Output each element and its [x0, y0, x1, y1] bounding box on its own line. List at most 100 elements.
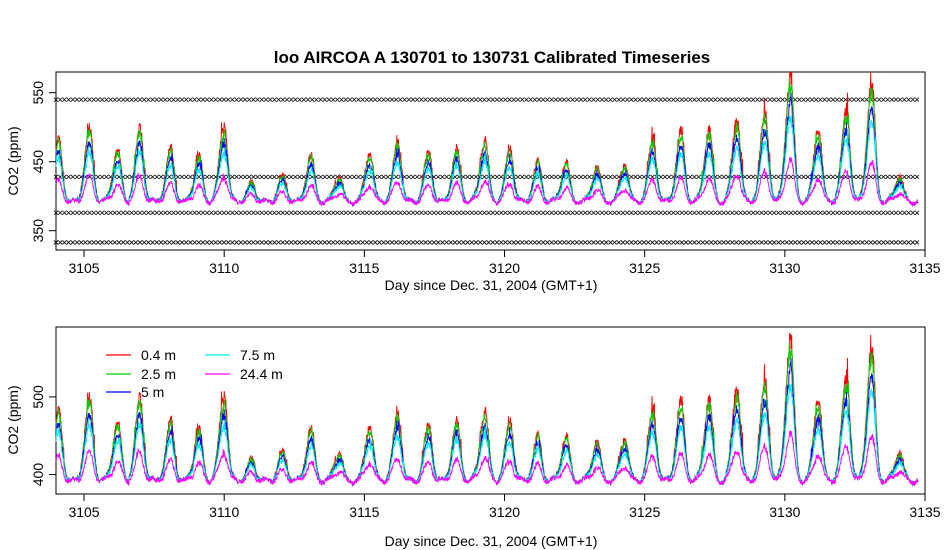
calibration-marker	[490, 97, 496, 102]
calibration-marker	[95, 97, 101, 102]
calibration-marker	[259, 97, 265, 102]
calibration-marker	[641, 240, 647, 245]
calibration-marker	[902, 210, 907, 216]
calibration-marker	[297, 210, 302, 216]
calibration-marker	[776, 174, 781, 180]
legend-label-24-4m: 24.4 m	[240, 366, 283, 382]
calibration-marker	[209, 174, 214, 180]
calibration-marker	[66, 97, 71, 102]
calibration-marker	[74, 97, 80, 102]
calibration-marker	[175, 240, 181, 245]
calibration-marker	[377, 97, 382, 102]
calibration-marker	[595, 240, 601, 245]
calibration-marker	[465, 174, 470, 180]
calibration-marker	[70, 240, 76, 245]
top-x-axis-label: Day since Dec. 31, 2004 (GMT+1)	[385, 277, 598, 293]
calibration-marker	[322, 240, 328, 245]
calibration-marker	[490, 240, 496, 245]
calibration-marker	[179, 240, 185, 245]
calibration-marker	[209, 240, 214, 245]
calibration-marker	[603, 174, 609, 180]
calibration-marker	[759, 240, 764, 245]
calibration-marker	[171, 240, 176, 245]
calibration-marker	[284, 174, 290, 180]
calibration-marker	[666, 174, 672, 180]
calibration-marker	[360, 97, 365, 102]
calibration-marker	[423, 240, 428, 245]
calibration-marker	[465, 97, 470, 102]
top-x-tick-label-3120: 3120	[489, 260, 520, 276]
calibration-marker	[87, 210, 92, 216]
calibration-marker	[326, 174, 332, 180]
calibration-marker	[498, 240, 504, 245]
calibration-marker	[591, 240, 596, 245]
calibration-marker	[410, 240, 416, 245]
calibration-marker	[330, 97, 336, 102]
calibration-marker	[461, 240, 466, 245]
calibration-marker	[330, 210, 336, 216]
calibration-marker	[595, 97, 601, 102]
calibration-marker	[498, 210, 504, 216]
calibration-marker	[582, 210, 588, 216]
calibration-marker	[188, 97, 193, 102]
calibration-marker	[246, 210, 252, 216]
calibration-marker	[629, 240, 634, 245]
calibration-marker	[83, 97, 88, 102]
calibration-marker	[167, 210, 172, 216]
calibration-marker	[456, 240, 462, 245]
calibration-marker	[372, 97, 378, 102]
calibration-marker	[540, 240, 546, 245]
calibration-marker	[368, 210, 374, 216]
calibration-marker	[553, 97, 559, 102]
calibration-marker	[813, 240, 819, 245]
calibration-marker	[200, 97, 206, 102]
calibration-marker	[255, 97, 260, 102]
calibration-marker	[99, 240, 105, 245]
calibration-marker	[704, 210, 710, 216]
top-y-tick-label-550: 550	[30, 81, 46, 105]
calibration-marker	[150, 240, 155, 245]
calibration-marker	[624, 240, 630, 245]
calibration-marker	[608, 174, 613, 180]
calibration-marker	[536, 97, 542, 102]
calibration-marker	[335, 240, 340, 245]
calibration-marker	[309, 240, 315, 245]
calibration-marker	[406, 240, 412, 245]
calibration-marker	[452, 97, 458, 102]
calibration-marker	[108, 97, 113, 102]
calibration-marker	[225, 97, 231, 102]
calibration-marker	[654, 210, 659, 216]
calibration-marker	[183, 174, 189, 180]
calibration-marker	[876, 210, 882, 216]
calibration-marker	[435, 210, 441, 216]
calibration-marker	[822, 240, 827, 245]
calibration-marker	[255, 210, 260, 216]
calibration-marker	[826, 97, 832, 102]
calibration-marker	[351, 240, 357, 245]
calibration-marker	[557, 210, 563, 216]
calibration-marker	[872, 210, 878, 216]
calibration-marker	[679, 210, 685, 216]
calibration-marker	[658, 210, 664, 216]
calibration-marker	[797, 174, 802, 180]
calibration-marker	[267, 240, 273, 245]
calibration-marker	[377, 210, 382, 216]
calibration-marker	[440, 240, 445, 245]
calibration-marker	[763, 210, 769, 216]
calibration-marker	[368, 97, 374, 102]
calibration-marker	[683, 97, 689, 102]
calibration-marker	[53, 240, 59, 245]
calibration-marker	[456, 210, 462, 216]
calibration-marker	[746, 97, 752, 102]
calibration-marker	[780, 210, 785, 216]
calibration-marker	[658, 174, 664, 180]
calibration-marker	[528, 174, 533, 180]
calibration-marker	[423, 210, 428, 216]
calibration-marker	[792, 97, 798, 102]
calibration-marker	[545, 210, 550, 216]
calibration-marker	[461, 210, 466, 216]
calibration-marker	[360, 240, 365, 245]
calibration-row-540	[53, 97, 920, 102]
calibration-marker	[242, 97, 248, 102]
calibration-marker	[599, 97, 605, 102]
